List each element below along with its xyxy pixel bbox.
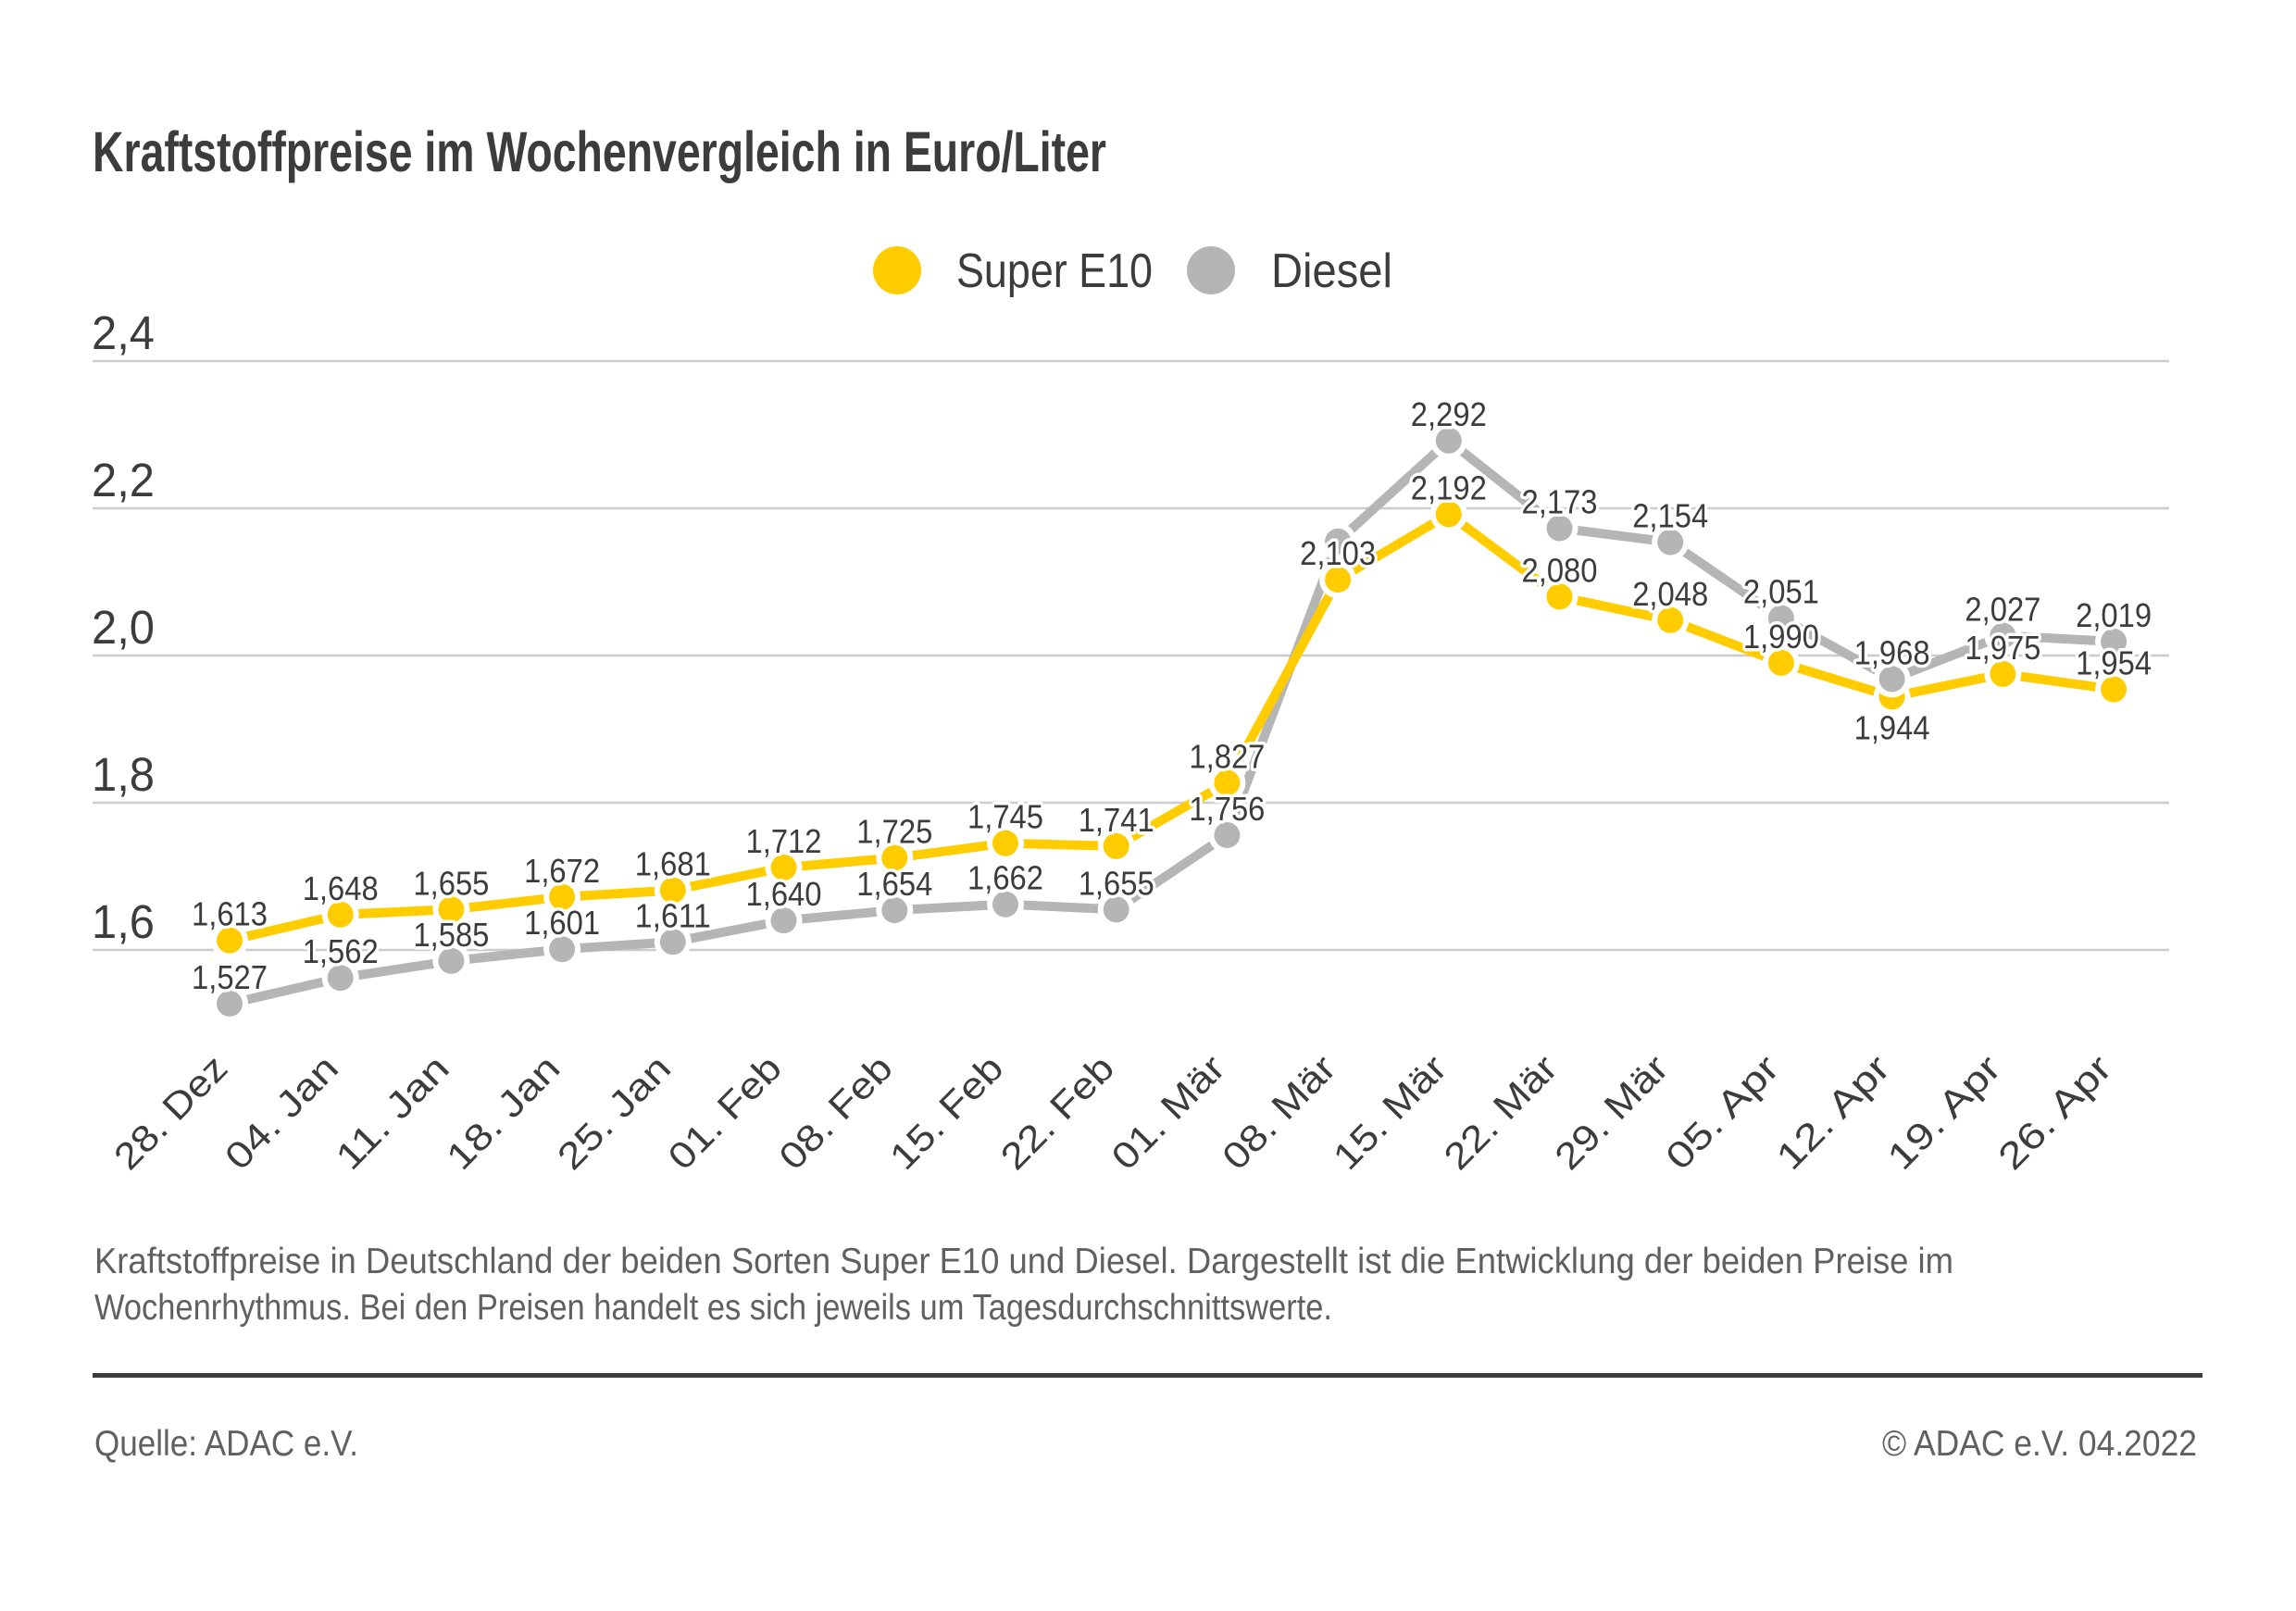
svg-text:1,725: 1,725	[856, 813, 932, 851]
svg-text:1,648: 1,648	[303, 869, 379, 907]
svg-text:Quelle: ADAC e.V.: Quelle: ADAC e.V.	[94, 1424, 358, 1464]
svg-text:1,990: 1,990	[1743, 618, 1819, 656]
svg-text:2,019: 2,019	[2076, 596, 2152, 634]
svg-text:1,968: 1,968	[1854, 633, 1930, 671]
svg-text:2,4: 2,4	[92, 306, 155, 359]
svg-text:1,562: 1,562	[303, 932, 379, 970]
svg-text:© ADAC e.V. 04.2022: © ADAC e.V. 04.2022	[1882, 1424, 2197, 1464]
svg-text:2,103: 2,103	[1300, 534, 1376, 572]
svg-text:1,741: 1,741	[1079, 801, 1154, 839]
svg-text:1,662: 1,662	[967, 859, 1043, 897]
svg-text:1,827: 1,827	[1189, 738, 1265, 776]
svg-text:1,712: 1,712	[746, 822, 822, 860]
svg-text:1,756: 1,756	[1189, 790, 1265, 828]
svg-text:1,527: 1,527	[192, 958, 268, 996]
svg-text:2,192: 2,192	[1411, 468, 1487, 506]
svg-text:1,655: 1,655	[1079, 864, 1154, 902]
svg-text:2,080: 2,080	[1522, 551, 1598, 589]
svg-text:1,6: 1,6	[92, 895, 155, 948]
svg-text:2,027: 2,027	[1965, 591, 2040, 629]
svg-text:1,672: 1,672	[524, 852, 600, 890]
svg-text:1,601: 1,601	[524, 904, 600, 942]
svg-text:2,292: 2,292	[1411, 395, 1487, 433]
svg-text:Wochenrhythmus. Bei den Preise: Wochenrhythmus. Bei den Preisen handelt …	[94, 1288, 1332, 1328]
svg-text:1,954: 1,954	[2076, 644, 2152, 682]
svg-text:1,654: 1,654	[856, 865, 932, 903]
svg-text:2,154: 2,154	[1632, 497, 1708, 535]
svg-text:1,613: 1,613	[192, 895, 268, 933]
svg-text:Kraftstoffpreise im Wochenverg: Kraftstoffpreise im Wochenvergleich in E…	[93, 120, 1106, 183]
svg-text:2,0: 2,0	[92, 601, 155, 654]
svg-text:1,655: 1,655	[413, 864, 489, 902]
svg-text:1,8: 1,8	[92, 748, 155, 801]
svg-text:2,051: 2,051	[1743, 573, 1819, 611]
svg-text:1,681: 1,681	[635, 845, 711, 883]
svg-text:2,173: 2,173	[1522, 483, 1598, 521]
svg-text:2,2: 2,2	[92, 454, 155, 506]
svg-text:Diesel: Diesel	[1271, 244, 1392, 298]
svg-text:1,745: 1,745	[967, 798, 1043, 836]
svg-text:Super E10: Super E10	[956, 244, 1153, 298]
svg-text:1,944: 1,944	[1854, 709, 1930, 747]
svg-text:1,585: 1,585	[413, 916, 489, 954]
svg-text:1,611: 1,611	[635, 896, 711, 934]
svg-text:1,975: 1,975	[1965, 629, 2040, 667]
svg-text:2,048: 2,048	[1632, 575, 1708, 613]
svg-text:Kraftstoffpreise in Deutschlan: Kraftstoffpreise in Deutschland der beid…	[94, 1242, 1953, 1281]
svg-text:1,640: 1,640	[746, 875, 822, 913]
